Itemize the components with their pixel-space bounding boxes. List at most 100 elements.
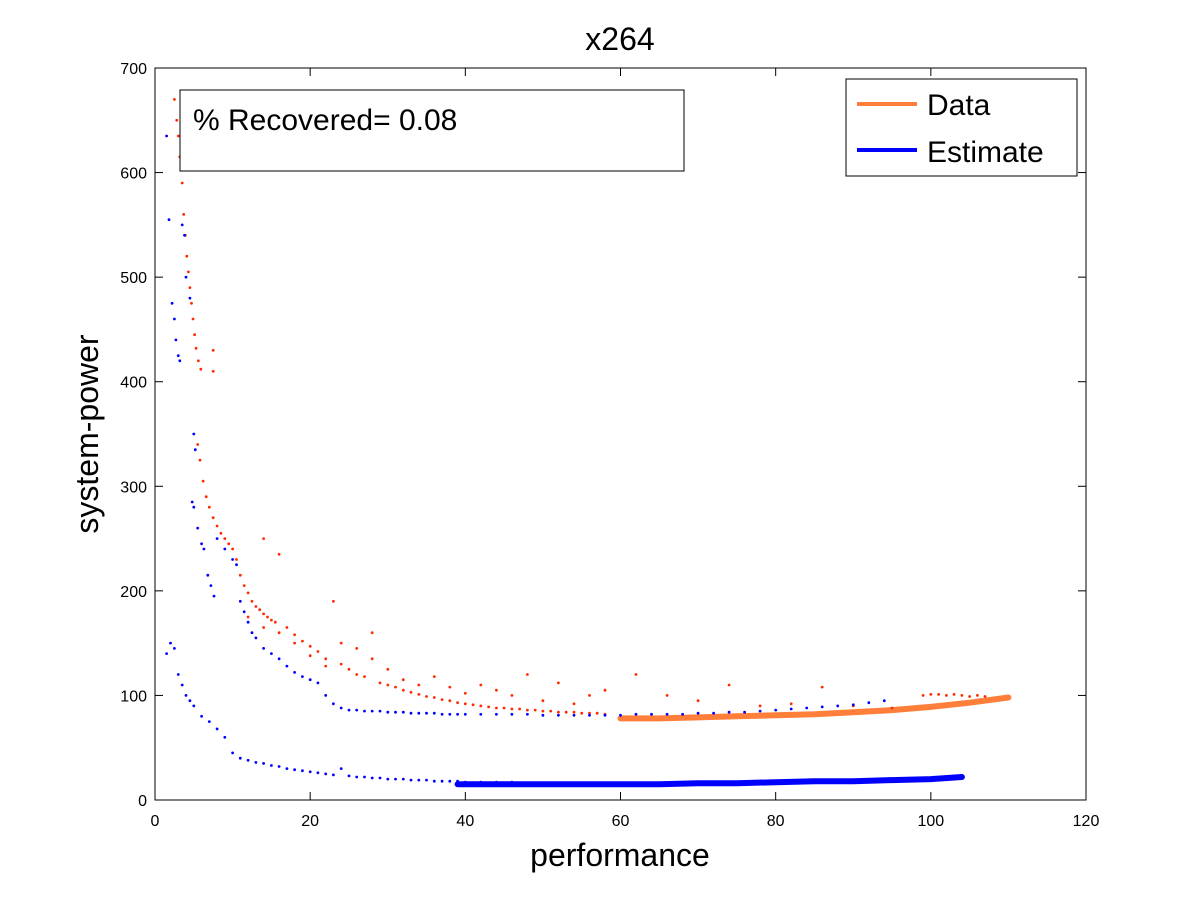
point-estimate bbox=[316, 771, 320, 775]
point-data bbox=[308, 644, 312, 648]
point-data bbox=[339, 662, 343, 666]
point-estimate bbox=[789, 780, 793, 784]
point-estimate bbox=[254, 636, 258, 640]
point-estimate bbox=[463, 780, 467, 784]
point-estimate bbox=[223, 547, 227, 551]
point-data bbox=[347, 667, 351, 671]
point-estimate bbox=[293, 768, 296, 772]
point-estimate bbox=[192, 432, 196, 436]
point-estimate bbox=[212, 594, 216, 598]
point-data bbox=[789, 702, 793, 706]
point-estimate bbox=[254, 761, 258, 764]
point-data bbox=[564, 710, 568, 714]
point-data bbox=[510, 694, 514, 697]
point-estimate bbox=[170, 301, 174, 305]
point-estimate bbox=[495, 780, 498, 784]
point-data bbox=[211, 348, 215, 352]
point-estimate bbox=[184, 275, 188, 279]
point-estimate bbox=[836, 779, 840, 783]
x-tick-label: 40 bbox=[456, 813, 474, 830]
y-tick-label: 100 bbox=[120, 688, 147, 705]
point-data bbox=[983, 695, 987, 698]
point-estimate bbox=[206, 573, 210, 577]
point-estimate bbox=[619, 781, 622, 785]
point-data bbox=[197, 359, 200, 363]
point-data bbox=[440, 698, 444, 701]
point-estimate bbox=[634, 712, 638, 716]
point-estimate bbox=[479, 712, 483, 716]
point-estimate bbox=[401, 710, 405, 714]
point-estimate bbox=[727, 781, 731, 785]
x-tick-label: 120 bbox=[1073, 813, 1100, 830]
point-data bbox=[401, 688, 405, 692]
point-estimate bbox=[417, 711, 421, 715]
point-data bbox=[187, 270, 190, 274]
point-data bbox=[173, 98, 176, 101]
point-estimate bbox=[193, 448, 197, 452]
point-data bbox=[198, 458, 202, 462]
point-data bbox=[266, 615, 269, 619]
point-estimate bbox=[386, 777, 390, 781]
plot-frame bbox=[154, 67, 1087, 801]
point-estimate bbox=[332, 702, 335, 706]
point-estimate bbox=[285, 767, 289, 770]
point-data bbox=[254, 605, 258, 608]
point-estimate bbox=[650, 781, 653, 785]
point-data bbox=[262, 537, 265, 540]
point-estimate bbox=[634, 781, 638, 785]
curve-estimate-curve bbox=[454, 774, 965, 788]
point-estimate bbox=[370, 709, 374, 713]
point-estimate bbox=[192, 704, 196, 708]
point-estimate bbox=[192, 505, 196, 509]
point-estimate bbox=[851, 778, 855, 782]
point-data bbox=[182, 213, 186, 216]
point-data bbox=[370, 657, 374, 661]
point-estimate bbox=[308, 678, 312, 682]
point-estimate bbox=[167, 218, 171, 222]
point-estimate bbox=[180, 223, 184, 227]
y-tick-label: 200 bbox=[120, 584, 147, 601]
point-data bbox=[696, 699, 700, 703]
point-estimate bbox=[432, 779, 436, 783]
point-data bbox=[262, 612, 265, 616]
point-data bbox=[603, 688, 607, 692]
point-estimate bbox=[188, 296, 192, 300]
point-estimate bbox=[960, 774, 964, 778]
point-estimate bbox=[805, 780, 809, 784]
point-data bbox=[976, 694, 979, 697]
point-estimate bbox=[867, 701, 871, 705]
point-estimate bbox=[820, 779, 824, 783]
point-estimate bbox=[339, 706, 343, 710]
point-estimate bbox=[619, 713, 622, 717]
point-estimate bbox=[603, 713, 607, 717]
point-estimate bbox=[215, 727, 219, 731]
point-estimate bbox=[456, 779, 459, 783]
x-tick-label: 0 bbox=[151, 813, 160, 830]
point-data bbox=[432, 675, 436, 678]
point-estimate bbox=[293, 671, 296, 674]
point-estimate bbox=[386, 710, 390, 714]
point-estimate bbox=[665, 712, 669, 716]
point-data bbox=[285, 626, 289, 629]
legend-frame bbox=[845, 78, 1078, 177]
point-data bbox=[223, 537, 227, 540]
point-data bbox=[370, 631, 374, 635]
point-estimate bbox=[316, 681, 320, 685]
point-data bbox=[665, 694, 669, 697]
point-data bbox=[386, 683, 390, 687]
point-estimate bbox=[727, 710, 731, 714]
point-data bbox=[332, 599, 335, 603]
point-estimate bbox=[363, 775, 366, 779]
point-data bbox=[219, 531, 223, 535]
point-data bbox=[188, 286, 192, 289]
point-data bbox=[432, 696, 436, 699]
point-data bbox=[191, 317, 195, 321]
point-estimate bbox=[572, 781, 576, 785]
point-data bbox=[190, 301, 193, 305]
point-estimate bbox=[176, 354, 180, 357]
point-estimate bbox=[882, 777, 886, 781]
point-estimate bbox=[603, 781, 607, 785]
point-estimate bbox=[681, 781, 684, 785]
point-estimate bbox=[588, 713, 591, 717]
